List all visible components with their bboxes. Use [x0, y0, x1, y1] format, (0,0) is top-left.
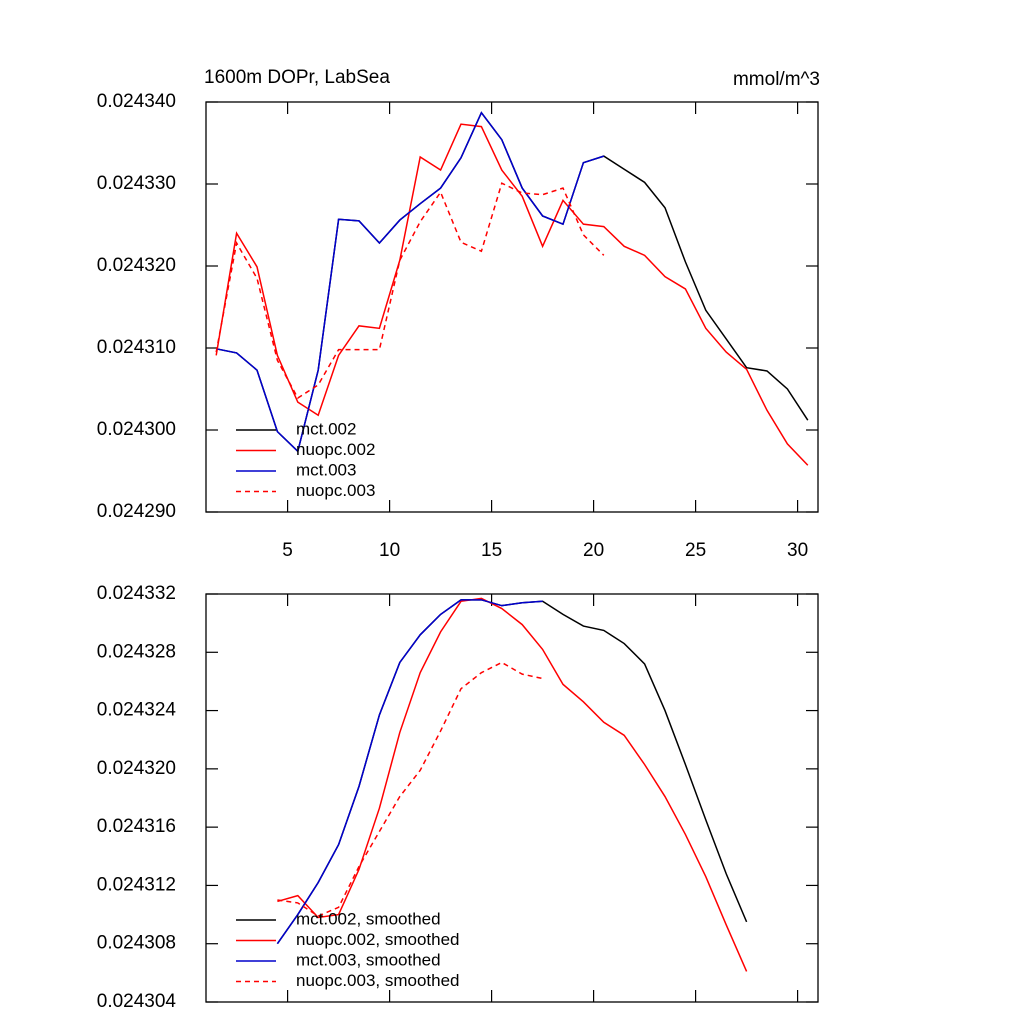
y-tick-label: 0.024308 — [97, 933, 176, 954]
series-line — [277, 597, 748, 972]
series-line — [215, 123, 809, 466]
units-label: mmol/m^3 — [733, 69, 820, 90]
x-tick-label: 30 — [787, 540, 808, 561]
series-line — [215, 182, 605, 400]
y-tick-label: 0.024324 — [97, 700, 177, 721]
x-tick-label: 20 — [583, 540, 604, 561]
y-tick-label: 0.024290 — [97, 501, 176, 522]
y-tick-label: 0.024300 — [97, 419, 176, 440]
legend-label: mct.003, smoothed — [296, 950, 441, 969]
y-tick-label: 0.024320 — [97, 758, 176, 779]
legend-label: mct.002 — [296, 419, 356, 438]
series-line — [276, 599, 543, 945]
y-tick-label: 0.024310 — [97, 337, 176, 358]
chart-title: 1600m DOPr, LabSea — [204, 67, 390, 88]
legend-label: mct.003 — [296, 460, 356, 479]
series-line — [277, 661, 543, 917]
x-tick-label: 25 — [685, 540, 706, 561]
series-line — [216, 111, 605, 453]
plot-frame — [205, 101, 819, 513]
legend-label: mct.002, smoothed — [296, 909, 441, 928]
legend-label: nuopc.003 — [296, 481, 375, 500]
y-tick-label: 0.024316 — [97, 816, 176, 837]
x-tick-label: 15 — [481, 540, 502, 561]
x-tick-label: 5 — [282, 540, 293, 561]
plot-frame — [205, 593, 819, 1003]
y-tick-label: 0.024312 — [97, 874, 176, 895]
legend-label: nuopc.002, smoothed — [296, 930, 460, 949]
y-tick-label: 0.024340 — [97, 91, 176, 112]
y-tick-label: 0.024304 — [97, 991, 177, 1012]
legend-label: nuopc.003, smoothed — [296, 971, 460, 990]
y-tick-label: 0.024330 — [97, 173, 176, 194]
x-tick-label: 10 — [379, 540, 400, 561]
legend-label: nuopc.002 — [296, 440, 375, 459]
y-tick-label: 0.024328 — [97, 641, 176, 662]
y-tick-label: 0.024320 — [97, 255, 176, 276]
y-tick-label: 0.024332 — [97, 583, 176, 604]
